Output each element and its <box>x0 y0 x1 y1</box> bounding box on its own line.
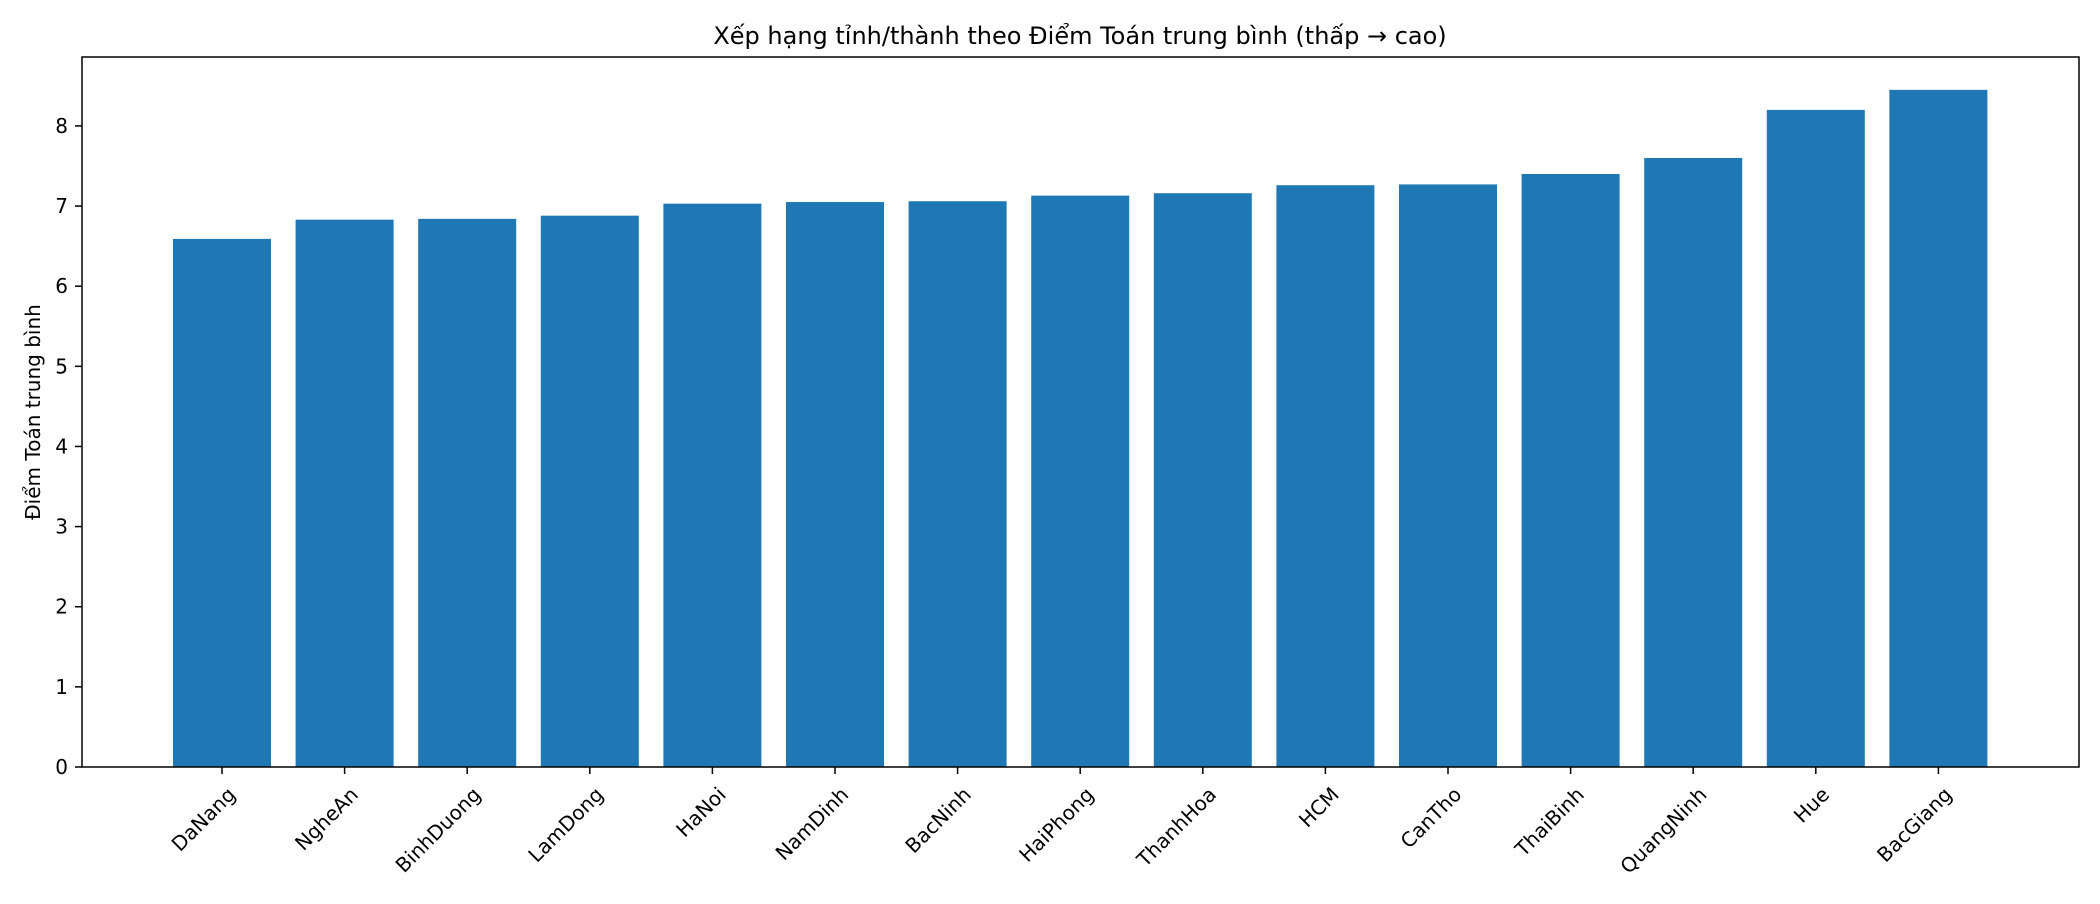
x-tick-label: LamDong <box>523 782 608 867</box>
x-tick-label: BacGiang <box>1872 782 1957 867</box>
y-tick-label: 2 <box>55 595 68 619</box>
chart-title: Xếp hạng tỉnh/thành theo Điểm Toán trung… <box>713 22 1446 50</box>
y-tick-label: 0 <box>55 755 68 779</box>
x-tick-label: ThanhHoa <box>1131 782 1221 872</box>
x-tick-label: BacNinh <box>900 782 976 858</box>
x-tick-label: CanTho <box>1396 782 1467 853</box>
x-tick-label: HCM <box>1294 782 1344 832</box>
y-axis-label: Điểm Toán trung bình <box>21 304 45 520</box>
y-tick-label: 3 <box>55 515 68 539</box>
y-tick-label: 5 <box>55 354 68 378</box>
bar-ThaiBinh <box>1521 173 1620 767</box>
bar-CanTho <box>1399 184 1497 767</box>
y-tick-label: 1 <box>55 675 68 699</box>
bar-HCM <box>1276 185 1375 768</box>
x-tick-label: HaNoi <box>671 782 730 841</box>
bar-LamDong <box>540 215 639 768</box>
x-tick-label: Hue <box>1789 782 1834 827</box>
bar-NamDinh <box>786 202 884 767</box>
x-tick-label: DaNang <box>167 782 241 856</box>
bar-HaiPhong <box>1031 195 1130 768</box>
bars-group <box>173 89 1988 768</box>
x-tick-label: BinhDuong <box>391 782 486 877</box>
x-tick-label: ThaiBinh <box>1509 782 1588 861</box>
y-tick-label: 7 <box>55 194 68 218</box>
y-tick-label: 6 <box>55 274 68 298</box>
bar-Hue <box>1766 109 1865 767</box>
y-axis: 0 1 2 3 4 5 6 7 8 <box>55 114 82 779</box>
bar-ThanhHoa <box>1153 193 1252 768</box>
bar-DaNang <box>173 238 271 767</box>
bar-BinhDuong <box>418 218 517 767</box>
y-tick-label: 8 <box>55 114 68 138</box>
x-tick-label: NgheAn <box>290 782 363 855</box>
bar-BacGiang <box>1889 89 1988 767</box>
y-tick-label: 4 <box>55 434 68 458</box>
x-tick-label: QuangNinh <box>1615 782 1711 878</box>
bar-QuangNinh <box>1644 157 1743 768</box>
bar-NgheAn <box>295 219 394 768</box>
plot-frame <box>81 56 2080 768</box>
bar-BacNinh <box>908 201 1007 768</box>
x-axis: DaNang NgheAn BinhDuong LamDong HaNoi NamDinh… <box>167 767 1957 878</box>
x-tick-label: HaiPhong <box>1014 782 1098 866</box>
bar-HaNoi <box>663 203 762 768</box>
x-tick-label: NamDinh <box>771 782 854 865</box>
